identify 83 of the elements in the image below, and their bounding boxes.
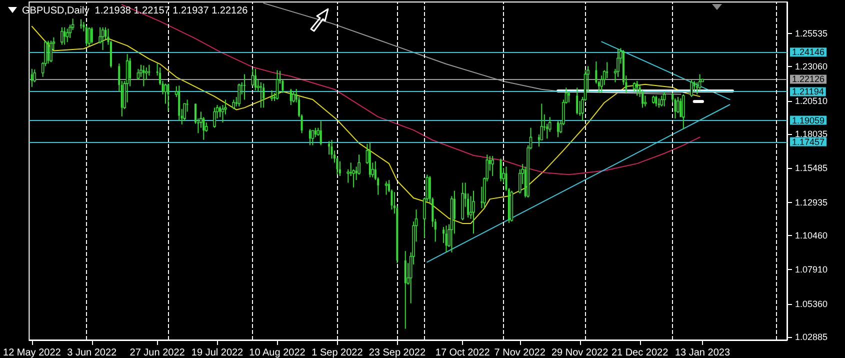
candlestick [576, 87, 578, 115]
y-tick-label: 1.18035 [795, 129, 828, 140]
candlestick [262, 83, 265, 108]
candlestick [500, 158, 502, 182]
candlestick [636, 80, 638, 96]
candlestick [30, 68, 33, 88]
candlestick [244, 74, 246, 100]
y-tick-label: 1.05360 [795, 298, 828, 309]
candlestick [632, 82, 636, 92]
y-tick-label: 1.15485 [795, 163, 828, 174]
x-tick-label: 27 Jun 2022 [130, 348, 186, 358]
candlestick [148, 64, 150, 76]
candlestick [238, 83, 240, 107]
candlestick [308, 128, 311, 146]
ref-line-label: 1.21194 [792, 86, 824, 97]
line-series [31, 26, 700, 224]
candlestick [101, 26, 104, 51]
x-tick-label: 7 Nov 2022 [494, 348, 546, 358]
candlestick [213, 107, 216, 128]
candlestick [682, 94, 685, 130]
x-tick-label: 19 Jul 2022 [191, 348, 244, 358]
ref-line-label: 1.22126 [792, 74, 825, 84]
candlestick [80, 18, 82, 30]
candlestick [557, 120, 560, 138]
candlestick [453, 190, 456, 234]
candlestick [251, 68, 254, 87]
candlestick [328, 140, 330, 156]
candlestick [292, 91, 295, 103]
x-tick-label: 13 Jan 2023 [674, 348, 730, 358]
x-tick-label: 29 Nov 2022 [551, 348, 609, 358]
candlestick [311, 130, 314, 146]
candlestick [660, 95, 664, 107]
candlestick [85, 25, 88, 47]
candlestick [60, 26, 64, 46]
y-tick-label: 1.10460 [795, 230, 828, 241]
candlestick [50, 40, 52, 63]
candlestick [270, 90, 274, 102]
candlestick [472, 190, 475, 234]
y-tick-label: 1.02885 [795, 332, 828, 342]
x-tick-label: 17 Oct 2022 [435, 348, 490, 358]
candlestick [183, 103, 186, 122]
candlestick [658, 98, 660, 108]
candlestick [254, 68, 256, 91]
candlestick [232, 99, 236, 110]
candlestick [690, 79, 693, 98]
candlestick [136, 68, 140, 80]
ref-line-label: 1.19059 [792, 115, 825, 126]
candlestick [404, 250, 406, 330]
candlestick [167, 83, 170, 112]
candlestick [568, 91, 570, 103]
candlestick [330, 139, 333, 160]
candlestick [47, 40, 50, 64]
x-tick-label: 1 Sep 2022 [312, 348, 364, 358]
candlestick [142, 65, 145, 87]
y-tick-label: 1.07910 [795, 264, 828, 275]
candlestick [33, 69, 36, 83]
y-tick-label: 1.23060 [795, 62, 828, 72]
x-tick-label: 12 May 2022 [2, 348, 62, 358]
candlestick [693, 80, 696, 92]
candlestick [64, 26, 66, 46]
candlestick [655, 95, 658, 107]
candlestick [314, 127, 316, 138]
x-tick-label: 3 Jun 2022 [67, 348, 118, 358]
ref-line-label: 1.17457 [792, 136, 825, 147]
x-tick-label: 10 Aug 2022 [249, 348, 306, 358]
y-tick-label: 1.25535 [795, 28, 828, 39]
candlestick [491, 155, 494, 177]
ref-line-label: 1.24146 [792, 47, 825, 58]
candlestick [680, 98, 682, 118]
candlestick [276, 70, 279, 100]
candlestick [290, 88, 292, 106]
x-tick-label: 23 Sep 2022 [368, 348, 426, 358]
y-tick-label: 1.12935 [795, 197, 828, 208]
x-tick-label: 21 Dec 2022 [611, 348, 669, 358]
y-tick-label: 1.20510 [795, 96, 828, 106]
candlestick [88, 26, 91, 47]
candlestick [384, 180, 388, 196]
candlestick [320, 120, 322, 146]
candlestick [445, 225, 448, 253]
candlestick [338, 160, 341, 177]
candlestick [662, 91, 666, 107]
candlestick [698, 74, 702, 91]
candlestick [90, 26, 93, 44]
